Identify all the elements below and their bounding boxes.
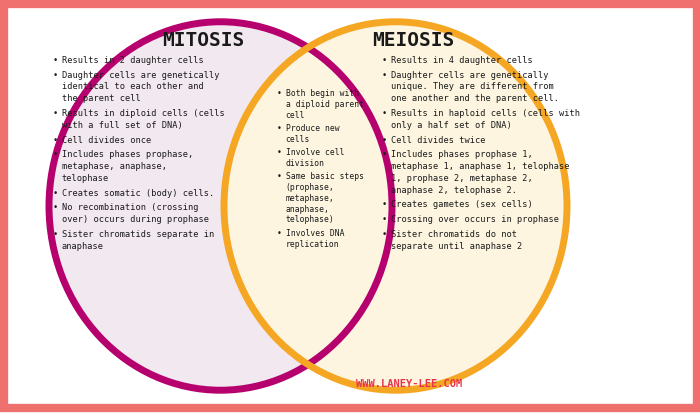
Text: metaphase 1, anaphase 1, telophase: metaphase 1, anaphase 1, telophase xyxy=(391,161,569,171)
Text: Includes phases prophase 1,: Includes phases prophase 1, xyxy=(391,150,533,159)
Text: Results in 4 daughter cells: Results in 4 daughter cells xyxy=(391,56,533,65)
Text: anaphase,: anaphase, xyxy=(286,204,330,213)
Text: •: • xyxy=(382,215,386,223)
Text: •: • xyxy=(382,229,386,238)
Text: Results in diploid cells (cells: Results in diploid cells (cells xyxy=(62,109,224,118)
Text: •: • xyxy=(52,203,57,212)
Text: Crossing over occurs in prophase: Crossing over occurs in prophase xyxy=(391,215,559,223)
Text: Involves DNA: Involves DNA xyxy=(286,228,344,237)
Text: separate until anaphase 2: separate until anaphase 2 xyxy=(391,241,522,250)
Text: Creates somatic (body) cells.: Creates somatic (body) cells. xyxy=(62,188,214,197)
Text: Same basic steps: Same basic steps xyxy=(286,172,363,181)
Text: •: • xyxy=(382,135,386,144)
Text: metaphase,: metaphase, xyxy=(286,193,335,202)
Text: a diploid parent: a diploid parent xyxy=(286,100,363,109)
Text: anaphase: anaphase xyxy=(62,241,104,250)
Text: •: • xyxy=(276,124,281,133)
Text: •: • xyxy=(52,109,57,118)
Text: Sister chromatids separate in: Sister chromatids separate in xyxy=(62,229,214,238)
Text: Creates gametes (sex cells): Creates gametes (sex cells) xyxy=(391,200,533,209)
Text: •: • xyxy=(52,71,57,79)
Ellipse shape xyxy=(224,23,567,390)
Text: WWW.LANEY-LEE.COM: WWW.LANEY-LEE.COM xyxy=(356,378,463,388)
Text: •: • xyxy=(276,172,281,181)
Text: the parent cell: the parent cell xyxy=(62,94,140,103)
Text: Includes phases prophase,: Includes phases prophase, xyxy=(62,150,192,159)
Text: MEIOSIS: MEIOSIS xyxy=(372,31,454,50)
Text: over) occurs during prophase: over) occurs during prophase xyxy=(62,215,209,223)
Text: Daughter cells are genetically: Daughter cells are genetically xyxy=(391,71,548,79)
Text: anaphase 2, telophase 2.: anaphase 2, telophase 2. xyxy=(391,185,517,194)
Text: •: • xyxy=(52,229,57,238)
Text: •: • xyxy=(382,56,386,65)
Text: Cell divides once: Cell divides once xyxy=(62,135,151,144)
Text: cell: cell xyxy=(286,110,305,119)
Text: Results in haploid cells (cells with: Results in haploid cells (cells with xyxy=(391,109,580,118)
Text: identical to each other and: identical to each other and xyxy=(62,82,203,91)
Text: Produce new: Produce new xyxy=(286,124,340,133)
Text: •: • xyxy=(276,228,281,237)
Text: unique. They are different from: unique. They are different from xyxy=(391,82,553,91)
Text: with a full set of DNA): with a full set of DNA) xyxy=(62,121,182,129)
Text: Both begin with: Both begin with xyxy=(286,89,358,98)
Text: •: • xyxy=(382,71,386,79)
Text: MITOSIS: MITOSIS xyxy=(162,31,244,50)
Text: •: • xyxy=(276,148,281,157)
Text: only a half set of DNA): only a half set of DNA) xyxy=(391,121,511,129)
Text: No recombination (crossing: No recombination (crossing xyxy=(62,203,198,212)
Text: Sister chromatids do not: Sister chromatids do not xyxy=(391,229,517,238)
Text: metaphase, anaphase,: metaphase, anaphase, xyxy=(62,161,167,171)
Text: replication: replication xyxy=(286,239,340,248)
Text: one another and the parent cell.: one another and the parent cell. xyxy=(391,94,559,103)
Text: division: division xyxy=(286,159,325,168)
Text: •: • xyxy=(52,188,57,197)
Text: Involve cell: Involve cell xyxy=(286,148,344,157)
Ellipse shape xyxy=(49,23,392,390)
Text: cells: cells xyxy=(286,135,310,143)
Text: •: • xyxy=(382,109,386,118)
Text: telophase: telophase xyxy=(62,173,109,183)
Text: •: • xyxy=(52,150,57,159)
Text: Cell divides twice: Cell divides twice xyxy=(391,135,485,144)
Text: Results in 2 daughter cells: Results in 2 daughter cells xyxy=(62,56,203,65)
Text: •: • xyxy=(382,200,386,209)
Text: •: • xyxy=(382,150,386,159)
Text: •: • xyxy=(52,135,57,144)
Text: telophase): telophase) xyxy=(286,215,335,224)
Text: 1, prophase 2, metaphase 2,: 1, prophase 2, metaphase 2, xyxy=(391,173,533,183)
Text: Daughter cells are genetically: Daughter cells are genetically xyxy=(62,71,219,79)
Text: •: • xyxy=(52,56,57,65)
Text: •: • xyxy=(276,89,281,98)
Text: (prophase,: (prophase, xyxy=(286,183,335,192)
